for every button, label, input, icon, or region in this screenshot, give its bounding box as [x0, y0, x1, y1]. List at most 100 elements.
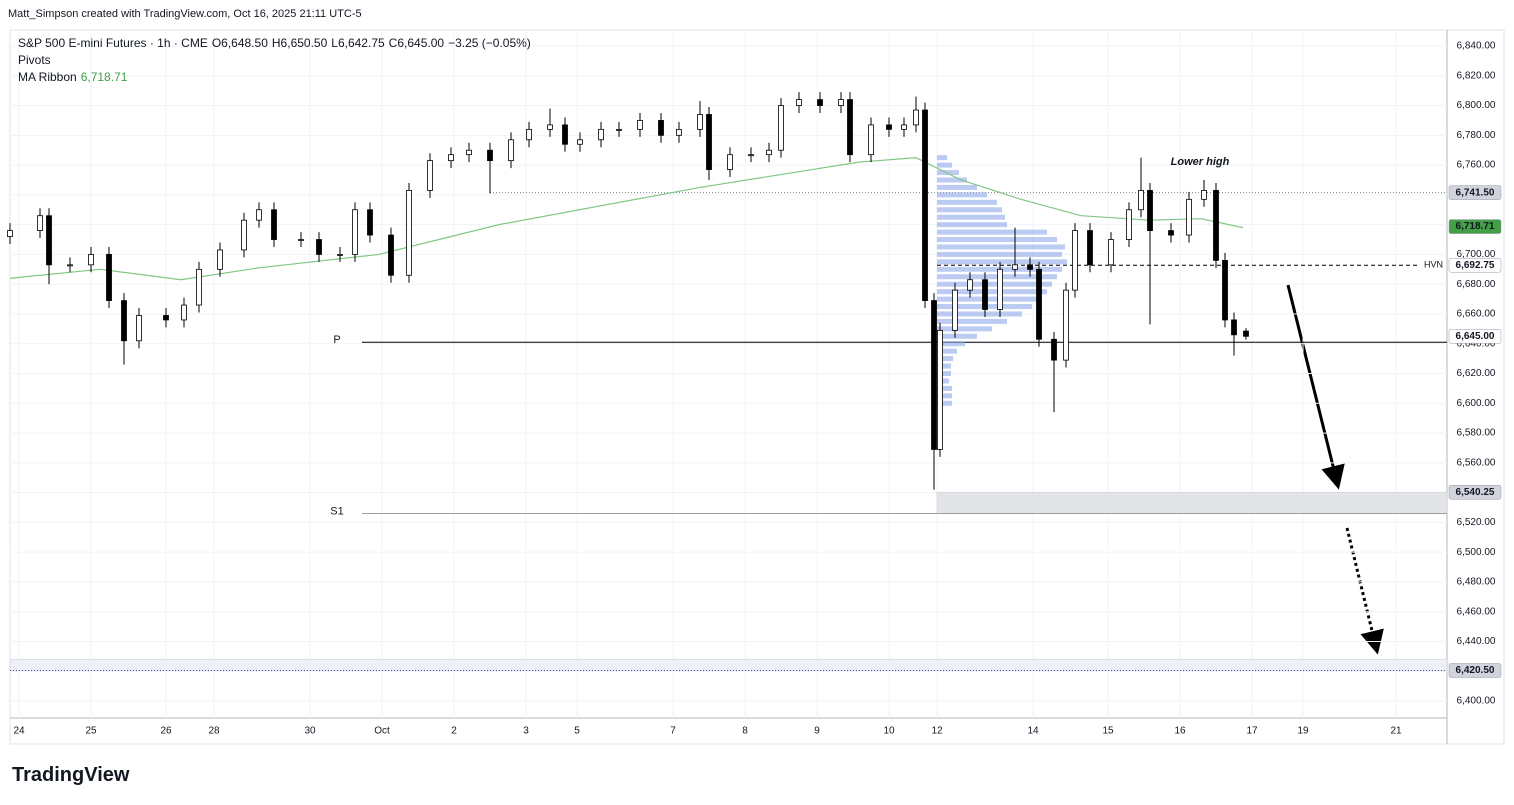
candle-body: [658, 120, 664, 136]
volume-bar: [937, 348, 957, 354]
candle-body: [562, 124, 568, 145]
candle-body: [256, 209, 262, 221]
y-tick-label: 6,780.00: [1457, 130, 1496, 141]
candle-body: [817, 99, 823, 106]
x-tick-label: 5: [574, 726, 580, 737]
candle-body: [778, 105, 784, 151]
y-tick-label: 6,520.00: [1457, 517, 1496, 528]
candle-body: [1186, 198, 1192, 236]
candle-body: [1108, 239, 1114, 266]
volume-bar: [937, 371, 951, 377]
candle-body: [1051, 338, 1057, 361]
candle-body: [1012, 264, 1018, 270]
volume-bar: [937, 177, 967, 183]
y-tick-label: 6,660.00: [1457, 309, 1496, 320]
price-tag: [1448, 219, 1502, 234]
candle-body: [427, 160, 433, 191]
volume-bar: [937, 341, 965, 347]
price-tag: [1448, 185, 1502, 200]
frame: [9, 29, 1505, 745]
arrow: [1286, 284, 1345, 490]
x-tick-label: 21: [1390, 726, 1402, 737]
volume-bar: [937, 199, 997, 205]
price-tag-label: 6,540.25: [1456, 487, 1495, 498]
y-tick-label: 6,560.00: [1457, 457, 1496, 468]
price-tag: [1448, 484, 1502, 500]
x-tick-label: 10: [883, 726, 895, 737]
symbol-row: S&P 500 E-mini Futures · 1h · CME O6,648.…: [18, 35, 535, 52]
candle-body: [1201, 190, 1207, 200]
candle-body: [316, 239, 322, 255]
volume-bar: [937, 192, 987, 198]
candle-body: [1138, 190, 1144, 211]
candle-body: [508, 139, 514, 162]
y-tick-label: 6,840.00: [1457, 41, 1496, 52]
volume-bar: [937, 244, 1065, 250]
price-tag-label: 6,420.50: [1456, 665, 1495, 676]
volume-bar: [937, 326, 992, 332]
candle-body: [676, 128, 682, 136]
candle-body: [967, 279, 973, 291]
candle-body: [952, 289, 958, 331]
y-tick-label: 6,760.00: [1457, 160, 1496, 171]
x-tick-label: 12: [931, 726, 943, 737]
candle-body: [1072, 230, 1078, 291]
ohlc: O6,648.50: [211, 36, 268, 50]
legend: S&P 500 E-mini Futures · 1h · CME O6,648.…: [18, 35, 535, 86]
price-tag-label: 6,692.75: [1456, 260, 1495, 271]
candle-body: [727, 154, 733, 170]
pivot-label: S1: [330, 505, 343, 517]
hvn-label: HVN: [1424, 260, 1443, 270]
volume-bar: [937, 400, 952, 406]
candle-body: [271, 209, 277, 240]
candle-body: [487, 149, 493, 162]
volume-bar: [937, 289, 1047, 295]
x-tick-label: 17: [1246, 726, 1258, 737]
candle-body: [526, 128, 532, 141]
indicator-row: MA Ribbon 6,718.71: [18, 69, 535, 86]
candle-body: [121, 300, 127, 342]
y-tick-label: 6,480.00: [1457, 577, 1496, 588]
price-tag-label: 6,718.71: [1456, 221, 1495, 232]
price-tag: [1448, 257, 1502, 273]
x-tick-label: 15: [1102, 726, 1114, 737]
change: −3.25 (−0.05%): [448, 36, 531, 50]
symbol: S&P 500 E-mini Futures · 1h · CME: [18, 36, 208, 50]
candle-body: [706, 114, 712, 170]
candle-body: [868, 124, 874, 156]
volume-bar: [937, 222, 1007, 228]
candle-body: [163, 315, 169, 321]
volume-bar: [937, 311, 1022, 317]
candle-body: [1036, 268, 1042, 340]
candle-body: [748, 154, 754, 157]
candle-body: [406, 190, 412, 276]
candle-body: [67, 264, 73, 267]
candle-body: [367, 209, 373, 236]
y-tick-label: 6,400.00: [1457, 696, 1496, 707]
x-tick-label: 9: [814, 726, 820, 737]
volume-bar: [937, 207, 1002, 213]
candle-body: [217, 249, 223, 270]
candle-body: [136, 315, 142, 342]
volume-bar: [937, 259, 1067, 265]
candle-body: [577, 139, 583, 145]
candle-body: [88, 254, 94, 266]
volume-bar: [937, 237, 1057, 243]
candle-body: [1063, 289, 1069, 361]
candle-body: [886, 124, 892, 130]
candle-body: [547, 124, 553, 130]
candle-body: [7, 230, 13, 237]
zone: [9, 659, 1448, 671]
candle-body: [448, 154, 454, 162]
candle-body: [298, 239, 304, 241]
candle-body: [616, 128, 622, 131]
pivot-label: P: [333, 334, 340, 346]
indicator: MA Ribbon: [18, 70, 77, 84]
attribution: Matt_Simpson created with TradingView.co…: [8, 8, 362, 20]
volume-bar: [937, 385, 952, 391]
volume-bar: [937, 378, 949, 384]
volume-bar: [937, 229, 1047, 235]
y-tick-label: 6,800.00: [1457, 100, 1496, 111]
